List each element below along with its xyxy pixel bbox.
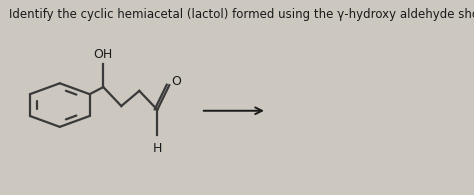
Text: H: H bbox=[153, 142, 162, 155]
Text: OH: OH bbox=[94, 48, 113, 61]
Text: Identify the cyclic hemiacetal (lactol) formed using the γ-hydroxy aldehyde show: Identify the cyclic hemiacetal (lactol) … bbox=[9, 8, 474, 21]
Text: O: O bbox=[171, 75, 181, 88]
